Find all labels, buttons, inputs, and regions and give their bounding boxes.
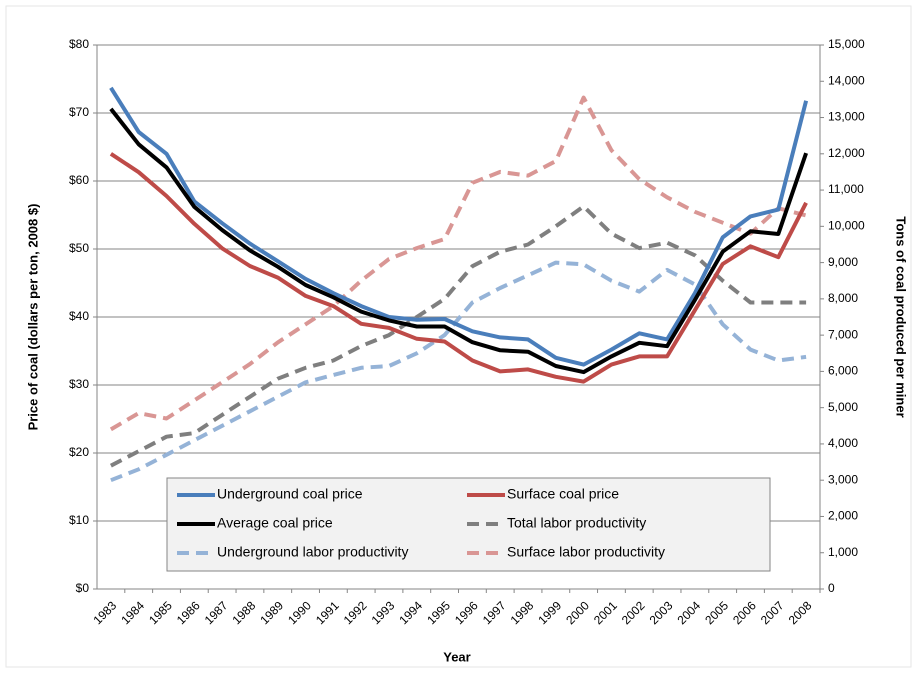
y2-tick-label: 11,000: [828, 182, 864, 196]
series-line: [109, 204, 807, 468]
y-tick-label: $50: [69, 241, 89, 255]
legend-label: Underground coal price: [217, 486, 363, 502]
legend-label: Surface coal price: [507, 486, 619, 502]
series-line: [109, 107, 808, 375]
y-tick-label: $80: [69, 37, 89, 51]
y-tick-label: $10: [69, 513, 89, 527]
legend-label: Total labor productivity: [507, 515, 646, 531]
y2-tick-label: 3,000: [828, 472, 858, 486]
y-tick-label: $60: [69, 173, 89, 187]
y2-axis-title: Tons of coal produced per miner: [894, 216, 909, 417]
legend-label: Average coal price: [217, 515, 333, 531]
y2-tick-label: 8,000: [828, 291, 858, 305]
y2-tick-label: 14,000: [828, 73, 865, 87]
y-tick-label: $40: [69, 309, 89, 323]
series-line: [109, 152, 808, 384]
y-axis-title: Price of coal (dollars per ton, 2008 $): [25, 204, 40, 431]
y2-tick-label: 9,000: [828, 255, 858, 269]
series-line: [109, 86, 809, 367]
y2-tick-label: 1,000: [828, 545, 858, 559]
y2-tick-label: 7,000: [828, 327, 858, 341]
y-tick-label: $0: [76, 581, 90, 595]
y2-tick-label: 13,000: [828, 110, 865, 124]
y2-tick-label: 6,000: [828, 364, 858, 378]
y2-tick-label: 0: [828, 581, 835, 595]
y2-tick-label: 12,000: [828, 146, 865, 160]
y2-tick-label: 4,000: [828, 436, 858, 450]
y2-tick-label: 2,000: [828, 509, 858, 523]
y-tick-label: $20: [69, 445, 89, 459]
y2-tick-label: 15,000: [828, 37, 865, 51]
y2-tick-label: 10,000: [828, 219, 865, 233]
y2-tick-label: 5,000: [828, 400, 858, 414]
series-line: [109, 95, 807, 432]
legend-label: Underground labor productivity: [217, 544, 408, 560]
y-tick-label: $70: [69, 105, 89, 119]
series-line: [110, 260, 807, 483]
x-axis-title: Year: [443, 649, 470, 664]
legend-label: Surface labor productivity: [507, 544, 665, 560]
y-tick-label: $30: [69, 377, 89, 391]
